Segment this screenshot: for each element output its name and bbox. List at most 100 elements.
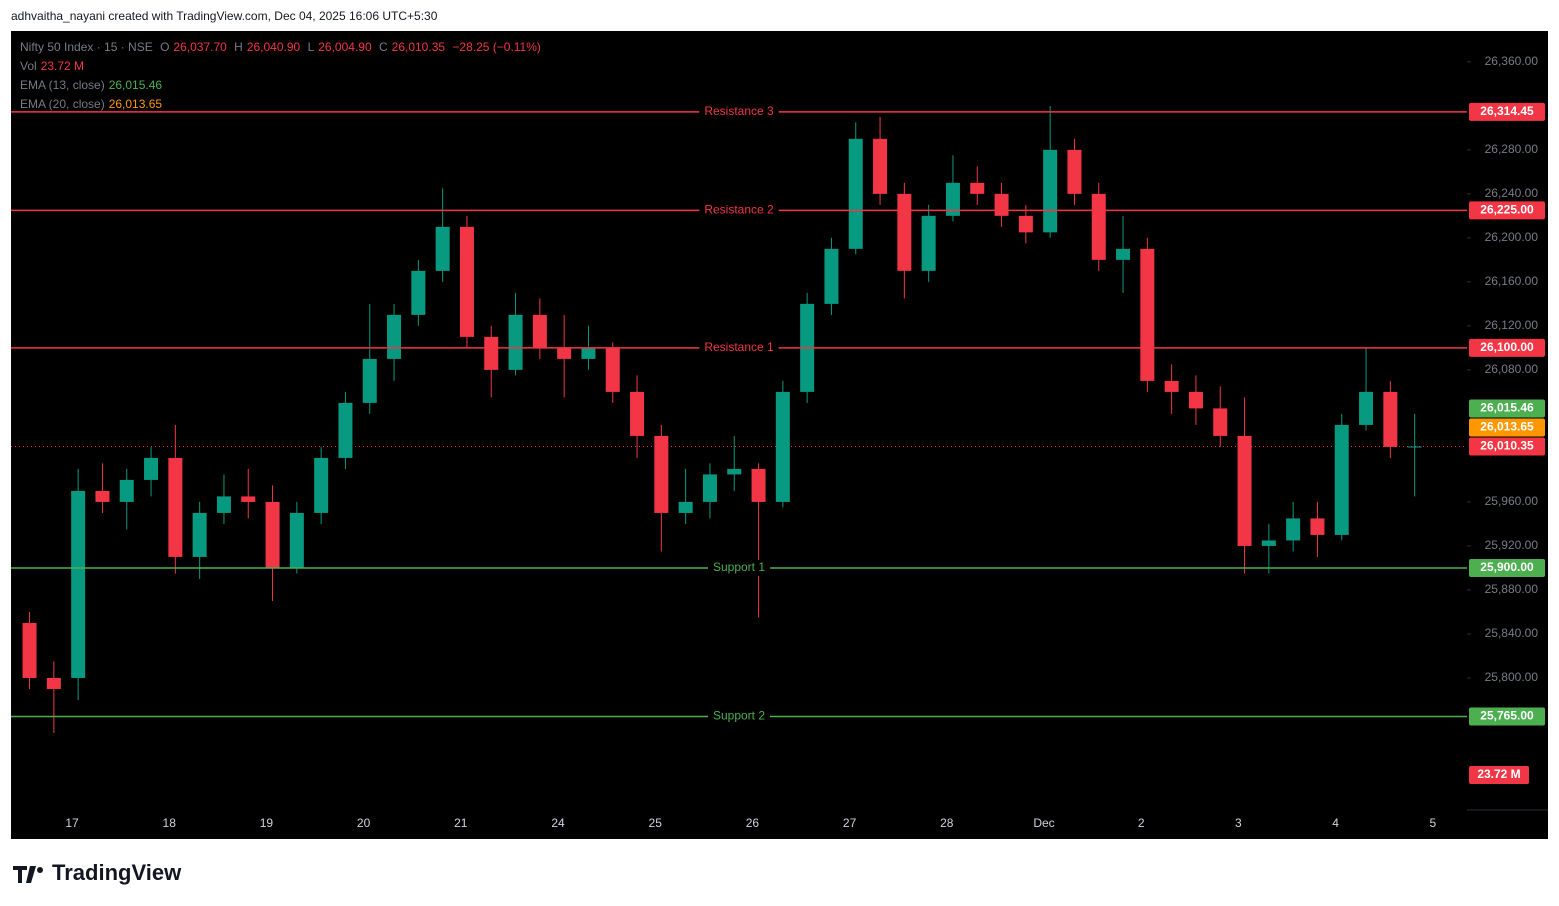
candle-body — [605, 347, 620, 392]
ohlc-name: C — [378, 40, 388, 54]
level-label: Resistance 3 — [704, 104, 774, 118]
y-tick-label: 26,240.00 — [1485, 186, 1539, 200]
candle-body — [1407, 446, 1422, 448]
y-tick-label: 26,200.00 — [1485, 230, 1539, 244]
level-label-bg — [699, 202, 779, 219]
y-tick-label: 25,800.00 — [1485, 670, 1539, 684]
candle-body — [144, 457, 159, 480]
y-tick-label: 26,120.00 — [1485, 318, 1539, 332]
level-label: Support 1 — [713, 560, 765, 574]
x-tick-label: 3 — [1235, 816, 1242, 830]
candle-body — [970, 182, 985, 194]
candle-body — [508, 314, 523, 370]
candle-body — [1286, 518, 1301, 541]
candle-body — [95, 490, 110, 502]
ohlc-value: 26,004.90 — [318, 40, 372, 54]
x-tick-label: 24 — [551, 816, 565, 830]
y-tick-label: 25,920.00 — [1485, 538, 1539, 552]
level-label: Resistance 1 — [704, 340, 774, 354]
candle-body — [994, 193, 1009, 216]
candle-body — [775, 391, 790, 502]
level-tag — [1469, 558, 1545, 577]
candle-body — [362, 358, 377, 403]
level-tag — [1469, 707, 1545, 726]
level-tag — [1469, 102, 1545, 121]
y-tick-label: 26,360.00 — [1485, 54, 1539, 68]
symbol: Nifty 50 Index · 15 · NSE — [20, 40, 153, 54]
candle-body — [387, 314, 402, 359]
candle-body — [1091, 193, 1106, 260]
ohlc-value: 26,037.70 — [173, 40, 227, 54]
candle-body — [1310, 518, 1325, 535]
y-tick-label: 26,160.00 — [1485, 274, 1539, 288]
x-tick-label: Dec — [1033, 816, 1054, 830]
level-label-bg — [707, 559, 771, 576]
brand: TradingView — [52, 860, 182, 885]
candle-body — [119, 479, 134, 502]
candle-body — [1116, 248, 1131, 260]
candle-body — [1334, 424, 1349, 535]
volume-tag — [1469, 766, 1529, 784]
candle-body — [921, 215, 936, 271]
attribution: adhvaitha_nayani created with TradingVie… — [11, 9, 438, 23]
price-tag-label: 26,015.46 — [1480, 401, 1534, 415]
level-label-bg — [699, 103, 779, 120]
candle-body — [1188, 391, 1203, 409]
x-tick-label: 27 — [843, 816, 857, 830]
x-tick-label: 21 — [454, 816, 468, 830]
price-tag-label: 26,013.65 — [1480, 420, 1534, 434]
candle-body — [532, 314, 547, 348]
change: −28.25 (−0.11%) — [452, 40, 541, 54]
level-tag-label: 26,225.00 — [1480, 203, 1534, 217]
level-label-bg — [699, 339, 779, 356]
candle-body — [459, 226, 474, 337]
candle-body — [216, 496, 231, 513]
y-tick-label: 26,080.00 — [1485, 362, 1539, 376]
x-tick-label: 26 — [746, 816, 760, 830]
candle-body — [314, 457, 329, 513]
candle-body — [168, 457, 183, 557]
x-tick-label: 25 — [649, 816, 663, 830]
level-tag-label: 26,100.00 — [1480, 340, 1534, 354]
candle-body — [848, 138, 863, 249]
ohlc-value: 26,040.90 — [246, 40, 301, 54]
candle-body — [751, 468, 766, 502]
candle-body — [1043, 149, 1058, 233]
y-tick-label: 26,280.00 — [1485, 142, 1539, 156]
indicator-name: EMA (20, close) — [20, 97, 105, 111]
candle-body — [265, 501, 280, 568]
candle-body — [897, 193, 912, 271]
x-tick-label: 2 — [1138, 816, 1145, 830]
y-tick-label: 25,960.00 — [1485, 494, 1539, 508]
level-label: Resistance 2 — [704, 203, 774, 217]
legend-header: Nifty 50 Index · 15 · NSE O 26,037.70 H 26… — [20, 38, 545, 114]
x-tick-label: 28 — [940, 816, 954, 830]
ohlc-name: H — [234, 40, 243, 54]
candle-body — [1164, 380, 1179, 392]
candle-body — [581, 347, 596, 359]
volume-value: 23.72 M — [40, 59, 85, 73]
candle-body — [727, 468, 742, 475]
indicator-name: EMA (13, close) — [20, 78, 105, 92]
level-tag-label: 25,765.00 — [1480, 709, 1534, 723]
candle-body — [1261, 540, 1276, 546]
y-tick-label: 25,880.00 — [1485, 582, 1539, 596]
x-tick-label: 20 — [357, 816, 371, 830]
candle-body — [873, 138, 888, 194]
candle-body — [411, 270, 426, 315]
candle-body — [1140, 248, 1155, 381]
level-tag — [1469, 338, 1545, 357]
y-tick-label: 25,840.00 — [1485, 626, 1539, 640]
logo — [13, 866, 43, 883]
candle-body — [1359, 391, 1374, 425]
candle-body — [289, 512, 304, 568]
candle-body — [1237, 435, 1252, 546]
candle-body — [484, 336, 499, 370]
candle-body — [71, 490, 86, 678]
price-tag — [1469, 437, 1545, 456]
candle-body — [630, 391, 645, 436]
x-tick-label: 17 — [65, 816, 79, 830]
indicator-value: 26,013.65 — [108, 97, 163, 111]
